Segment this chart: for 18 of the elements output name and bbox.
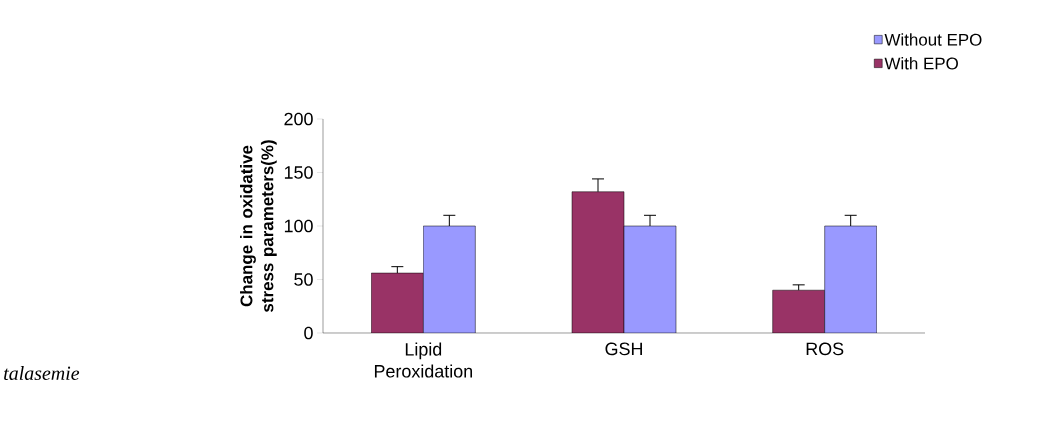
bar (572, 191, 625, 333)
bar (824, 225, 877, 333)
y-tick-label: 150 (284, 166, 313, 179)
legend-label: Without EPO (884, 33, 982, 46)
y-tick-label: 200 (284, 112, 313, 126)
y-tick-label: 0 (304, 326, 313, 340)
y-axis-title: Change in oxidative stress parameters(%) (240, 140, 277, 313)
x-tick-label: GSH (605, 342, 642, 356)
x-tick-label: ROS (806, 342, 844, 356)
y-tick-label: 50 (294, 273, 313, 286)
y-tick-label: 100 (284, 219, 313, 233)
bar (423, 226, 476, 333)
bar (772, 289, 825, 333)
x-tick-label: Lipid Peroxidation (374, 342, 472, 378)
bar (371, 273, 424, 333)
bar (624, 226, 677, 333)
legend-label: With EPO (884, 57, 958, 70)
text: talasemie (4, 365, 80, 381)
